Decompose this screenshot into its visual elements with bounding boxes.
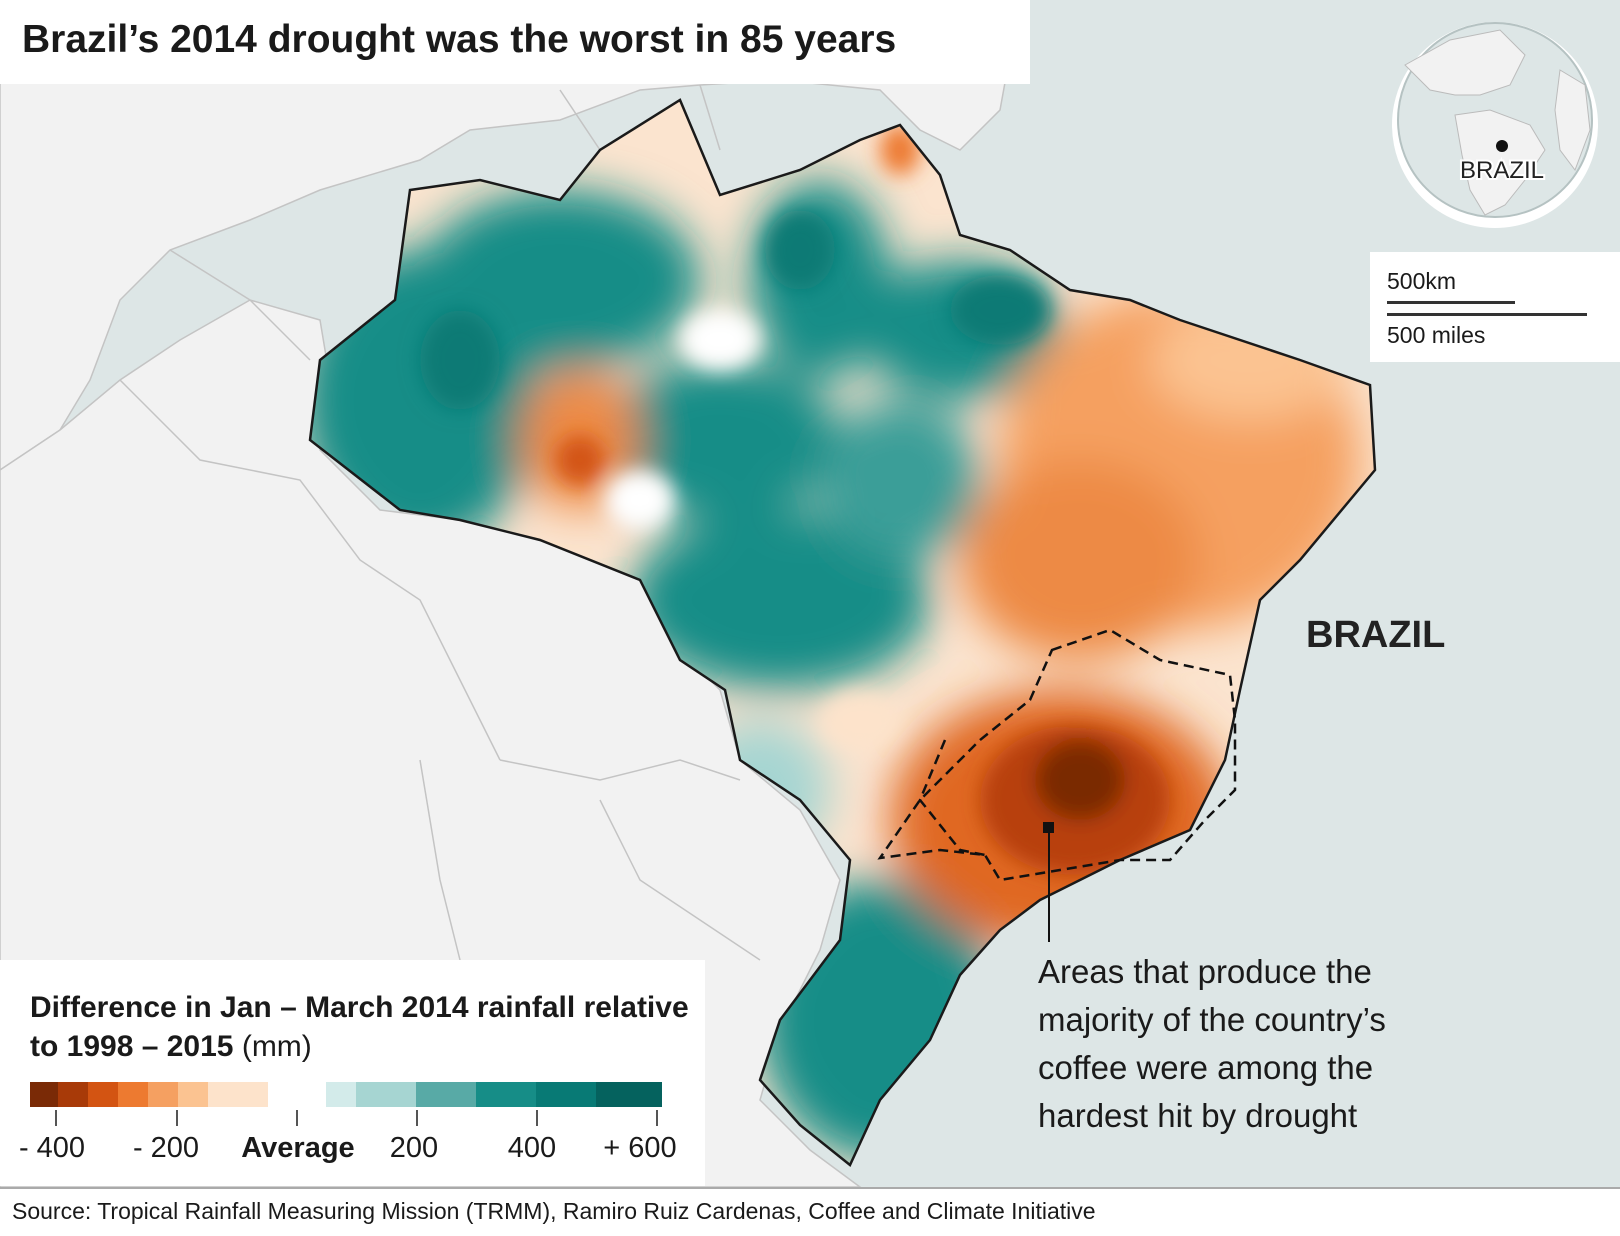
country-label: BRAZIL xyxy=(1306,614,1446,656)
legend-swatch xyxy=(536,1082,596,1107)
scale-miles-bar xyxy=(1387,313,1587,316)
legend-title-text: Difference in Jan – March 2014 rainfall … xyxy=(30,991,689,1063)
scale-miles-label: 500 miles xyxy=(1387,322,1486,348)
legend-label: - 400 xyxy=(18,1132,86,1164)
legend-swatch xyxy=(238,1082,268,1107)
globe-south-america xyxy=(1454,109,1546,216)
legend-swatch xyxy=(268,1082,326,1107)
legend-swatch xyxy=(58,1082,88,1107)
legend-swatch xyxy=(356,1082,416,1107)
legend-swatch xyxy=(30,1082,58,1107)
neighbor-borders xyxy=(119,84,761,961)
legend-label: + 600 xyxy=(603,1132,677,1164)
legend-swatch xyxy=(326,1082,356,1107)
legend-unit: (mm) xyxy=(241,1030,312,1063)
legend-title: Difference in Jan – March 2014 rainfall … xyxy=(30,988,690,1066)
legend-tick xyxy=(656,1110,658,1126)
legend-label-average: Average xyxy=(241,1132,355,1164)
coffee-region-outline xyxy=(918,739,986,857)
legend-tick xyxy=(296,1110,298,1126)
scale-km-bar xyxy=(1387,301,1515,304)
map-title: Brazil’s 2014 drought was the worst in 8… xyxy=(22,18,897,61)
coffee-region-outline xyxy=(877,628,1237,882)
title-box: Brazil’s 2014 drought was the worst in 8… xyxy=(0,0,1030,84)
legend-swatch xyxy=(88,1082,118,1107)
legend-label: 200 xyxy=(389,1132,439,1164)
legend-tick xyxy=(416,1110,418,1126)
globe-location-dot xyxy=(1496,140,1508,152)
globe-brazil-label: BRAZIL xyxy=(1460,157,1544,184)
legend-swatch xyxy=(416,1082,476,1107)
legend-label: 400 xyxy=(507,1132,557,1164)
coffee-marker xyxy=(1043,822,1054,833)
source-text: Source: Tropical Rainfall Measuring Miss… xyxy=(12,1198,1096,1224)
legend-swatch xyxy=(118,1082,148,1107)
scale-bar: 500km 500 miles xyxy=(1370,252,1620,362)
legend-label: - 200 xyxy=(132,1132,200,1164)
globe-north-america xyxy=(1404,29,1526,96)
legend-tick xyxy=(176,1110,178,1126)
legend-swatch xyxy=(208,1082,238,1107)
legend-tick xyxy=(55,1110,57,1126)
legend-swatch xyxy=(148,1082,178,1107)
globe-africa xyxy=(1554,69,1591,172)
source-bar: Source: Tropical Rainfall Measuring Miss… xyxy=(0,1187,1620,1236)
annotation-text: Areas that produce the majority of the c… xyxy=(1038,953,1386,1134)
legend-swatch xyxy=(476,1082,536,1107)
scale-km-label: 500km xyxy=(1387,268,1457,294)
legend-swatch xyxy=(596,1082,662,1107)
legend-tick xyxy=(536,1110,538,1126)
legend: Difference in Jan – March 2014 rainfall … xyxy=(0,960,705,1186)
legend-swatch xyxy=(178,1082,208,1107)
globe-locator: BRAZIL xyxy=(1392,22,1598,228)
